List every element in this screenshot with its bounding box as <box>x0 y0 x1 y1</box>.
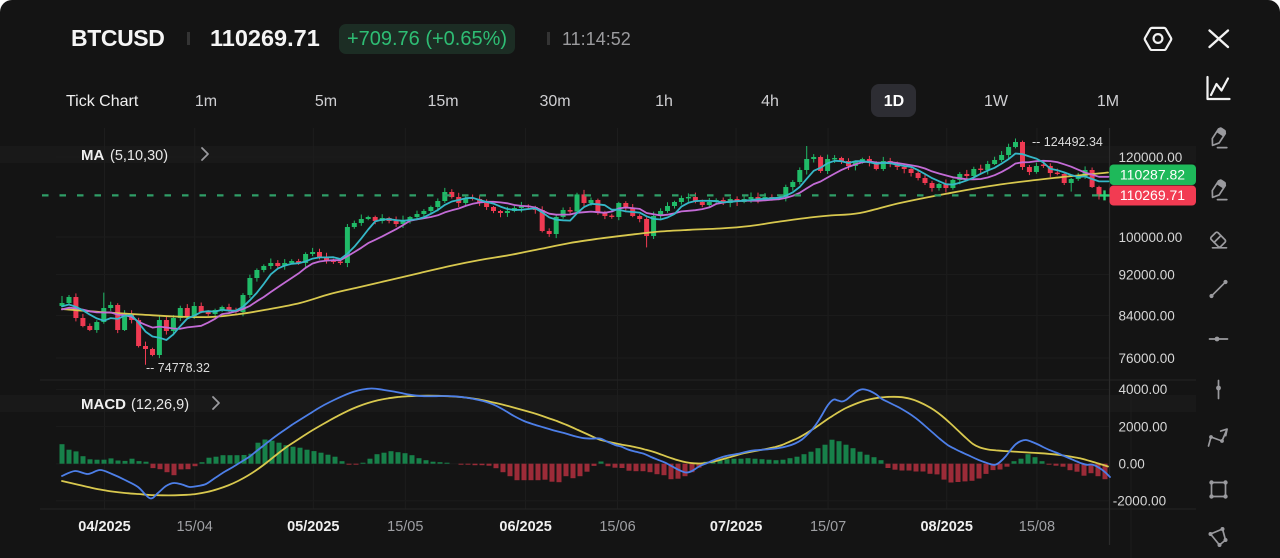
svg-text:84000.00: 84000.00 <box>1119 308 1175 323</box>
svg-text:4000.00: 4000.00 <box>1119 382 1168 397</box>
svg-text:MACD: MACD <box>81 396 126 413</box>
svg-text:05/2025: 05/2025 <box>287 519 339 535</box>
svg-text:-2000.00: -2000.00 <box>1113 494 1166 509</box>
svg-text:15/08: 15/08 <box>1019 519 1055 535</box>
svg-text:MA: MA <box>81 147 104 164</box>
svg-text:2000.00: 2000.00 <box>1119 419 1168 434</box>
svg-text:76000.00: 76000.00 <box>1119 351 1175 366</box>
svg-text:-- 124492.34: -- 124492.34 <box>1032 135 1103 149</box>
svg-text:15/07: 15/07 <box>810 519 846 535</box>
svg-text:92000.00: 92000.00 <box>1119 267 1175 282</box>
svg-text:0.00: 0.00 <box>1119 457 1145 472</box>
svg-text:(12,26,9): (12,26,9) <box>131 397 189 413</box>
svg-text:15/06: 15/06 <box>599 519 635 535</box>
svg-text:(5,10,30): (5,10,30) <box>110 148 168 164</box>
svg-text:08/2025: 08/2025 <box>920 519 972 535</box>
svg-text:110269.71: 110269.71 <box>1120 187 1185 203</box>
svg-text:15/05: 15/05 <box>387 519 423 535</box>
svg-text:04/2025: 04/2025 <box>78 519 130 535</box>
svg-text:110287.82: 110287.82 <box>1120 166 1185 182</box>
svg-text:06/2025: 06/2025 <box>499 519 551 535</box>
svg-text:100000.00: 100000.00 <box>1119 230 1183 245</box>
svg-text:07/2025: 07/2025 <box>710 519 762 535</box>
svg-text:15/04: 15/04 <box>177 519 213 535</box>
svg-text:120000.00: 120000.00 <box>1119 150 1183 165</box>
svg-text:-- 74778.32: -- 74778.32 <box>146 361 210 375</box>
